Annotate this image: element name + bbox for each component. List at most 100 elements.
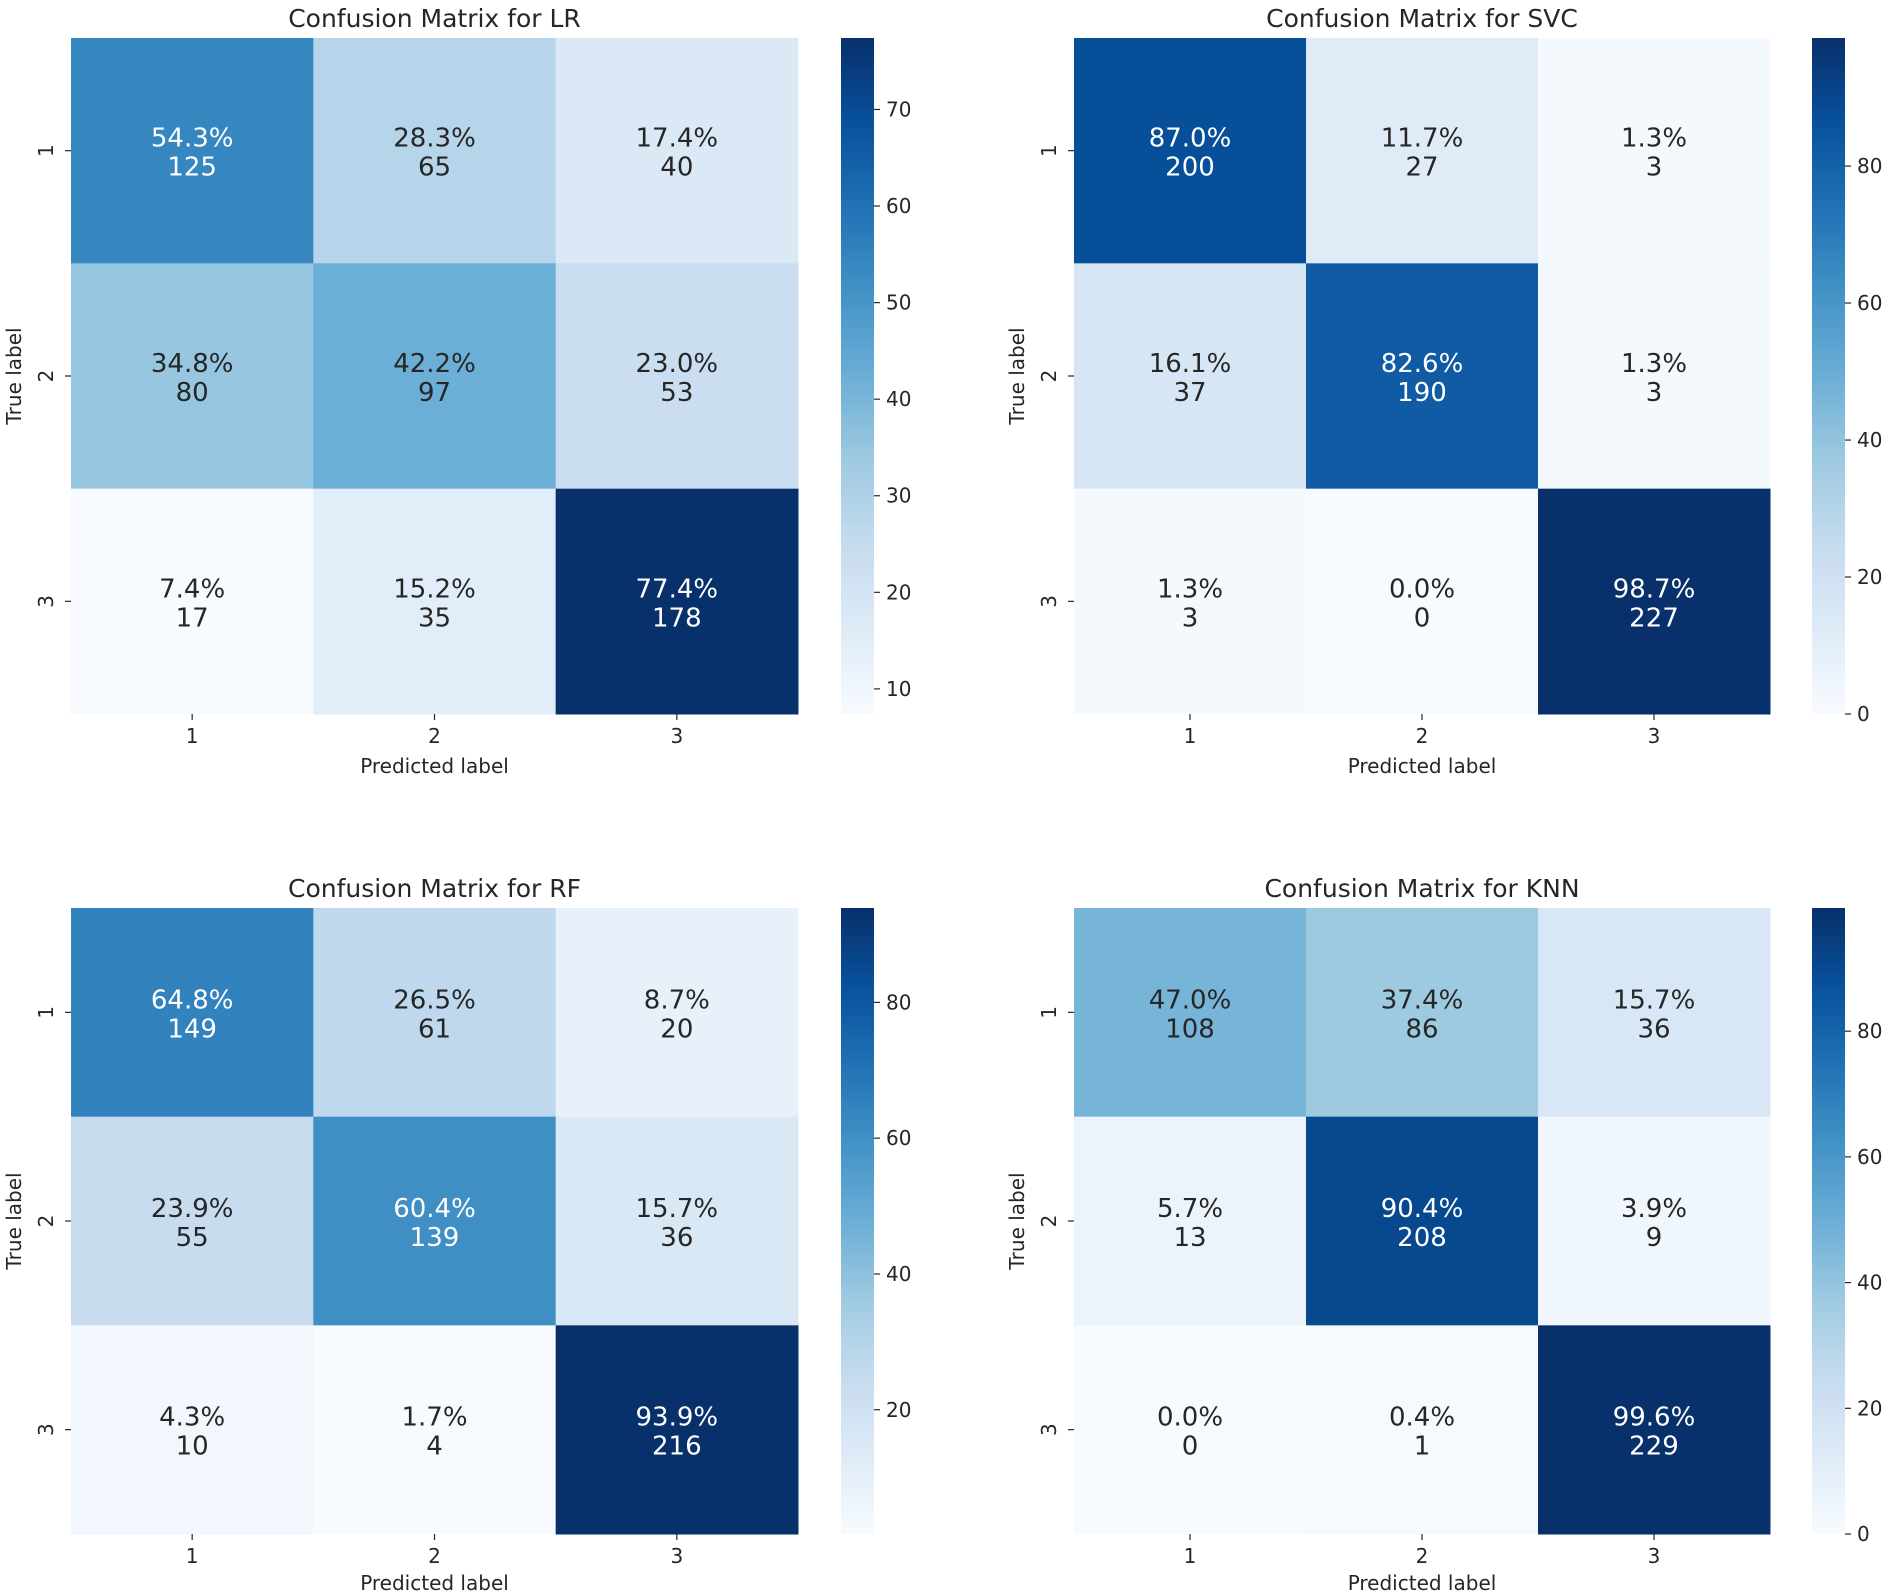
cell-count-label: 227 xyxy=(1629,603,1679,633)
colorbar-tick-label: 60 xyxy=(886,194,911,218)
cell-percent-label: 64.8% xyxy=(151,985,234,1015)
cell-percent-label: 47.0% xyxy=(1149,985,1232,1015)
cell-percent-label: 1.3% xyxy=(1621,124,1687,154)
cell-percent-label: 54.3% xyxy=(151,124,234,154)
cell-percent-label: 1.7% xyxy=(401,1403,467,1433)
cell-percent-label: 3.9% xyxy=(1621,1194,1687,1224)
y-axis-label: True label xyxy=(2,1172,26,1270)
x-tick-label: 1 xyxy=(186,1544,199,1568)
colorbar-tick-label: 80 xyxy=(1857,1019,1882,1043)
cell-percent-label: 15.2% xyxy=(393,574,476,604)
y-tick-label: 2 xyxy=(1037,370,1061,383)
colorbar-tick-label: 0 xyxy=(1857,1522,1870,1546)
y-tick-label: 1 xyxy=(1037,1006,1061,1019)
heatmap-cell-r2-c1 xyxy=(71,1116,314,1326)
colorbar-tick-label: 0 xyxy=(1857,702,1870,726)
colorbar xyxy=(841,38,874,714)
cell-percent-label: 28.3% xyxy=(393,124,476,154)
cell-percent-label: 42.2% xyxy=(393,349,476,379)
cell-percent-label: 26.5% xyxy=(393,985,476,1015)
cell-count-label: 229 xyxy=(1629,1432,1679,1462)
heatmap-cell-r2-c2 xyxy=(313,1116,557,1326)
y-tick-label: 2 xyxy=(34,1215,58,1228)
cell-percent-label: 90.4% xyxy=(1381,1194,1464,1224)
heatmap-cell-r1-c1 xyxy=(1074,38,1307,264)
cell-percent-label: 77.4% xyxy=(636,574,719,604)
chart-title: Confusion Matrix for SVC xyxy=(1266,4,1578,33)
y-tick-label: 2 xyxy=(34,370,58,383)
colorbar-tick-label: 60 xyxy=(886,1126,911,1150)
cell-count-label: 139 xyxy=(410,1223,460,1253)
y-axis-label: True label xyxy=(1005,1172,1029,1270)
x-tick-label: 1 xyxy=(1184,724,1197,748)
cell-percent-label: 98.7% xyxy=(1613,574,1696,604)
heatmap-cell-r1-c3 xyxy=(555,38,799,264)
colorbar-tick-label: 60 xyxy=(1857,1145,1882,1169)
heatmap-cell-r3-c3 xyxy=(1538,1325,1771,1535)
heatmap-cell-r3-c2 xyxy=(313,1325,557,1535)
cell-percent-label: 15.7% xyxy=(636,1194,719,1224)
cell-percent-label: 87.0% xyxy=(1149,124,1232,154)
heatmap-cell-r2-c3 xyxy=(555,1116,799,1326)
y-tick-label: 2 xyxy=(1037,1215,1061,1228)
cell-percent-label: 15.7% xyxy=(1613,985,1696,1015)
heatmap-cell-r2-c1 xyxy=(71,263,314,490)
cell-percent-label: 0.0% xyxy=(1157,1403,1223,1433)
x-tick-label: 3 xyxy=(670,724,683,748)
y-tick-label: 3 xyxy=(1037,1423,1061,1436)
heatmap-cell-r3-c1 xyxy=(71,1325,314,1535)
heatmap-cell-r3-c2 xyxy=(313,488,557,715)
colorbar xyxy=(841,908,874,1534)
cell-percent-label: 23.0% xyxy=(636,349,719,379)
cell-percent-label: 34.8% xyxy=(151,349,234,379)
cell-percent-label: 5.7% xyxy=(1157,1194,1223,1224)
cell-percent-label: 37.4% xyxy=(1381,985,1464,1015)
y-tick-label: 1 xyxy=(34,1006,58,1019)
cell-count-label: 3 xyxy=(1646,378,1663,408)
heatmap-cell-r1-c1 xyxy=(71,908,314,1118)
heatmap-cell-r1-c3 xyxy=(555,908,799,1118)
heatmap-panel-4: Confusion Matrix for KNN 47.0%108 37.4%86 1… xyxy=(1005,874,1882,1595)
heatmap-cell-r3-c3 xyxy=(555,488,799,715)
heatmap-cell-r3-c3 xyxy=(1538,488,1771,715)
y-tick-label: 1 xyxy=(34,144,58,157)
cell-count-label: 190 xyxy=(1397,378,1447,408)
cell-percent-label: 1.3% xyxy=(1621,349,1687,379)
cell-count-label: 4 xyxy=(426,1432,443,1462)
cell-count-label: 108 xyxy=(1165,1014,1215,1044)
cell-count-label: 125 xyxy=(167,153,217,183)
cell-count-label: 36 xyxy=(660,1223,693,1253)
colorbar-tick-label: 40 xyxy=(886,1262,911,1286)
heatmap-cell-r2-c3 xyxy=(1538,1116,1771,1326)
cell-percent-label: 16.1% xyxy=(1149,349,1232,379)
heatmap-cell-r3-c2 xyxy=(1306,1325,1539,1535)
cell-percent-label: 17.4% xyxy=(636,124,719,154)
y-tick-label: 3 xyxy=(34,1423,58,1436)
cell-count-label: 13 xyxy=(1173,1223,1206,1253)
cell-count-label: 37 xyxy=(1173,378,1206,408)
heatmap-cell-r2-c1 xyxy=(1074,263,1307,490)
x-tick-label: 3 xyxy=(1648,1544,1661,1568)
x-axis-label: Predicted label xyxy=(360,754,509,778)
cell-count-label: 149 xyxy=(167,1014,217,1044)
cell-percent-label: 0.4% xyxy=(1389,1403,1455,1433)
x-tick-label: 3 xyxy=(1648,724,1661,748)
colorbar-tick-label: 30 xyxy=(886,484,911,508)
colorbar-tick-label: 10 xyxy=(886,677,911,701)
y-axis-label: True label xyxy=(2,327,26,425)
cell-count-label: 20 xyxy=(660,1014,693,1044)
chart-title: Confusion Matrix for KNN xyxy=(1264,874,1579,903)
chart-title: Confusion Matrix for RF xyxy=(288,874,581,903)
heatmap-panel-3: Confusion Matrix for RF 64.8%149 26.5%61 8.… xyxy=(2,874,911,1595)
cell-count-label: 55 xyxy=(176,1223,209,1253)
heatmap-cell-r1-c2 xyxy=(313,38,557,264)
heatmap-cell-r1-c1 xyxy=(1074,908,1307,1118)
cell-percent-label: 1.3% xyxy=(1157,574,1223,604)
cell-count-label: 208 xyxy=(1397,1223,1447,1253)
cell-count-label: 3 xyxy=(1182,603,1199,633)
cell-count-label: 178 xyxy=(652,603,702,633)
cell-count-label: 61 xyxy=(418,1014,451,1044)
x-axis-label: Predicted label xyxy=(1348,1571,1497,1595)
heatmap-cell-r1-c2 xyxy=(313,908,557,1118)
heatmap-cell-r2-c1 xyxy=(1074,1116,1307,1326)
